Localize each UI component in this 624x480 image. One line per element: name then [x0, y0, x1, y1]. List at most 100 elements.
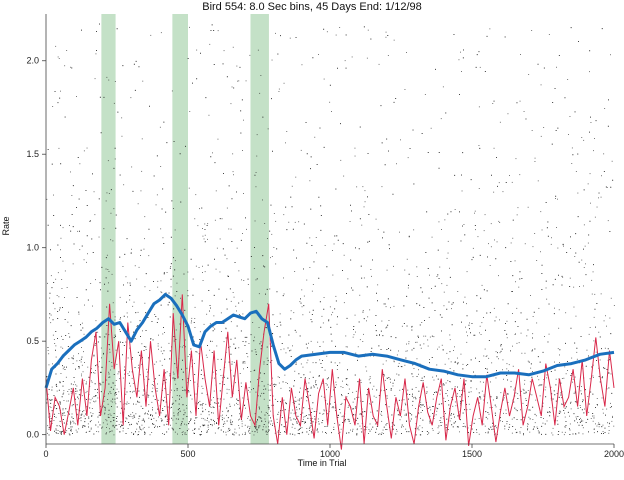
scatter-point	[129, 295, 131, 296]
scatter-point	[135, 60, 137, 62]
scatter-point	[137, 311, 139, 313]
scatter-point	[321, 367, 323, 368]
scatter-point	[46, 198, 48, 200]
scatter-point	[210, 30, 212, 31]
scatter-point	[397, 410, 399, 412]
scatter-point	[289, 37, 291, 39]
scatter-point	[503, 397, 505, 399]
scatter-point	[239, 407, 241, 409]
scatter-point	[362, 415, 364, 417]
scatter-point	[66, 430, 68, 432]
scatter-point	[498, 220, 500, 222]
scatter-point	[333, 243, 335, 245]
scatter-point	[551, 237, 552, 239]
scatter-point	[494, 412, 496, 414]
scatter-point	[495, 316, 497, 318]
scatter-point	[194, 420, 196, 421]
scatter-point	[210, 156, 212, 158]
scatter-point	[162, 409, 163, 411]
scatter-point	[373, 395, 375, 397]
scatter-point	[430, 127, 432, 129]
scatter-point	[337, 239, 339, 241]
scatter-point	[57, 430, 59, 431]
scatter-point	[334, 407, 336, 409]
scatter-point	[150, 338, 152, 340]
scatter-point	[420, 404, 422, 406]
scatter-point	[190, 418, 192, 420]
scatter-point	[54, 343, 56, 344]
scatter-point	[46, 398, 48, 400]
scatter-point	[385, 306, 387, 308]
scatter-point	[321, 315, 323, 317]
scatter-point	[477, 236, 479, 238]
scatter-point	[47, 347, 49, 348]
scatter-point	[472, 247, 474, 249]
scatter-point	[564, 431, 566, 433]
scatter-point	[116, 406, 118, 408]
scatter-point	[524, 352, 526, 354]
scatter-point	[277, 431, 279, 433]
scatter-point	[72, 358, 74, 360]
scatter-point	[491, 429, 493, 430]
scatter-point	[163, 400, 164, 402]
scatter-point	[68, 311, 69, 313]
scatter-point	[211, 412, 213, 414]
shaded-region-2	[250, 14, 269, 444]
scatter-point	[466, 341, 468, 343]
scatter-point	[52, 363, 53, 365]
scatter-point	[485, 432, 487, 434]
scatter-point	[447, 213, 449, 215]
scatter-point	[286, 403, 287, 405]
scatter-point	[204, 234, 206, 236]
scatter-point	[268, 422, 270, 424]
scatter-point	[404, 89, 406, 90]
scatter-point	[205, 354, 207, 356]
scatter-point	[427, 434, 429, 435]
scatter-point	[551, 143, 553, 145]
scatter-point	[604, 108, 606, 109]
scatter-point	[596, 425, 598, 427]
scatter-point	[200, 374, 202, 375]
scatter-point	[436, 391, 438, 393]
scatter-point	[61, 431, 62, 433]
scatter-point	[294, 434, 296, 436]
scatter-point	[479, 147, 481, 149]
scatter-point	[62, 385, 64, 387]
scatter-point	[138, 390, 140, 392]
scatter-point	[177, 409, 179, 411]
scatter-point	[461, 394, 462, 395]
scatter-point	[547, 411, 549, 413]
scatter-point	[429, 336, 431, 338]
scatter-point	[250, 371, 252, 372]
scatter-point	[98, 198, 100, 200]
scatter-point	[469, 408, 471, 410]
scatter-point	[258, 406, 260, 408]
scatter-point	[559, 362, 560, 363]
scatter-point	[514, 321, 516, 323]
scatter-point	[155, 420, 157, 422]
scatter-point	[309, 430, 310, 431]
scatter-point	[362, 401, 364, 402]
scatter-point	[185, 145, 186, 147]
scatter-point	[328, 319, 330, 321]
scatter-point	[463, 387, 465, 389]
scatter-point	[213, 64, 215, 65]
scatter-point	[378, 395, 380, 396]
scatter-point	[169, 267, 171, 269]
scatter-point	[486, 35, 488, 37]
scatter-point	[593, 432, 595, 434]
scatter-point	[342, 415, 344, 417]
scatter-point	[63, 400, 65, 401]
scatter-point	[498, 358, 499, 360]
scatter-point	[76, 404, 78, 406]
scatter-point	[322, 322, 324, 324]
scatter-point	[64, 65, 66, 67]
scatter-point	[610, 186, 612, 188]
scatter-point	[395, 433, 397, 435]
scatter-point	[171, 406, 172, 408]
scatter-point	[345, 346, 347, 348]
scatter-point	[165, 414, 167, 416]
scatter-point	[380, 349, 382, 350]
scatter-point	[172, 428, 174, 430]
scatter-point	[209, 43, 211, 45]
